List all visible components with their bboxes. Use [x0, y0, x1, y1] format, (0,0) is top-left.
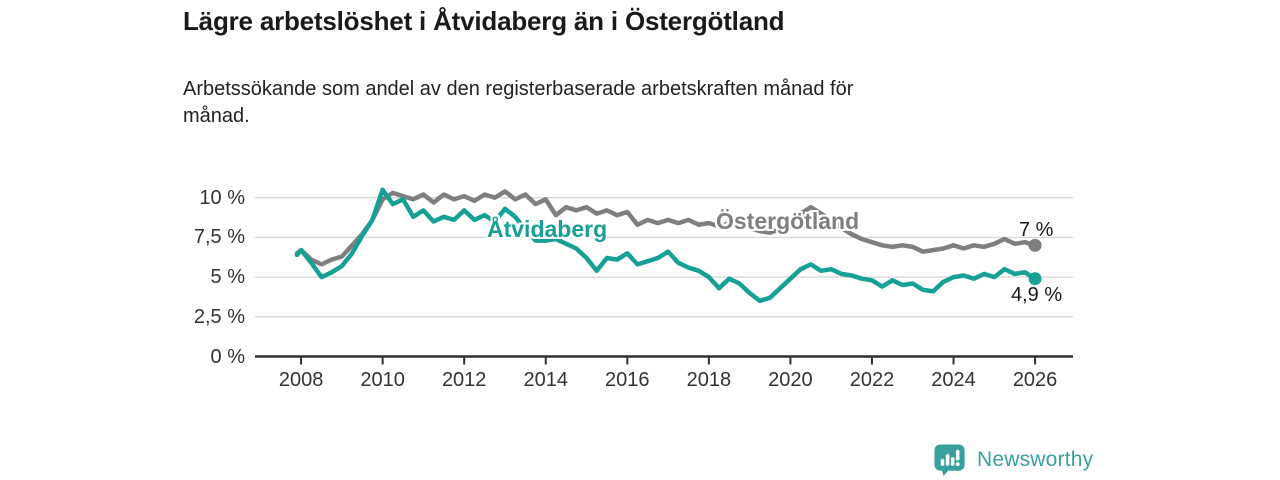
x-tick-label-2024: 2024: [931, 368, 976, 391]
series-label-atvidaberg: Åtvidaberg: [487, 216, 608, 242]
newsworthy-logo[interactable]: Newsworthy: [933, 443, 1093, 477]
x-tick-label-2012: 2012: [441, 368, 487, 391]
page-title: Lägre arbetslöshet i Åtvidaberg än i Öst…: [183, 6, 785, 36]
page-subtitle-line-1: Arbetssökande som andel av den registerb…: [183, 78, 854, 100]
end-value-label-atvidaberg: 4,9 %: [1011, 284, 1063, 306]
y-tick-label-0%: 0 %: [210, 345, 245, 368]
x-tick-label-2016: 2016: [605, 368, 650, 391]
page-subtitle-line-2: månad.: [183, 105, 250, 127]
x-tick-label-2018: 2018: [686, 368, 732, 391]
y-tick-label-10%: 10 %: [199, 186, 245, 209]
x-tick-label-2010: 2010: [360, 368, 405, 391]
x-tick-label-2022: 2022: [849, 368, 895, 391]
end-dot-östergötland: [1028, 238, 1042, 252]
x-tick-label-2026: 2026: [1012, 368, 1058, 391]
series-label-ostergotland: Östergötland: [716, 208, 860, 234]
end-dot-åtvidaberg: [1028, 272, 1042, 286]
end-value-label-ostergotland: 7 %: [1019, 219, 1054, 241]
bar-chart-speech-bubble-icon: [934, 444, 965, 477]
newsworthy-wordmark: Newsworthy: [977, 448, 1094, 471]
y-tick-label-2,5%: 2,5 %: [193, 305, 245, 328]
series-line-östergötland: [294, 189, 1038, 267]
y-tick-label-5%: 5 %: [210, 266, 245, 289]
series-line-åtvidaberg: [294, 187, 1038, 304]
x-tick-label-2014: 2014: [523, 368, 568, 391]
y-tick-label-7,5%: 7,5 %: [193, 226, 245, 249]
x-tick-label-2020: 2020: [768, 368, 813, 391]
page-subtitle: Arbetssökande som andel av den registerb…: [183, 76, 853, 130]
x-tick-label-2008: 2008: [278, 368, 324, 391]
